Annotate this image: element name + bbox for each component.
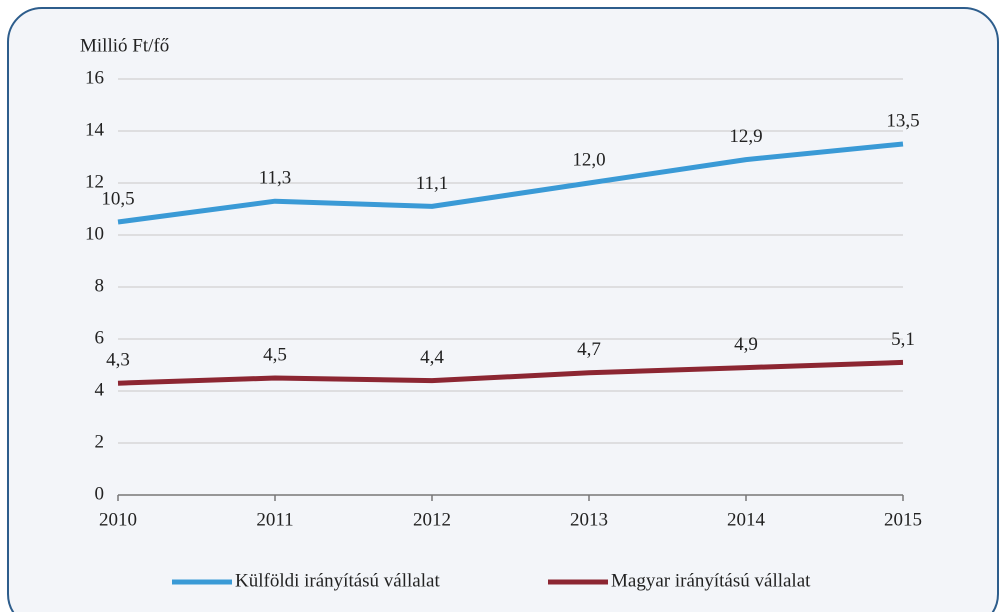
y-axis-label: Millió Ft/fő: [80, 35, 169, 56]
data-label: 4,4: [420, 347, 444, 368]
x-tick-label: 2014: [727, 509, 766, 530]
legend-label: Külföldi irányítású vállalat: [235, 570, 440, 591]
data-label: 10,5: [101, 188, 134, 209]
y-tick-label: 0: [95, 483, 105, 504]
data-label: 12,9: [729, 126, 762, 147]
data-label: 5,1: [891, 329, 915, 350]
y-tick-label: 12: [85, 171, 104, 192]
y-tick-label: 4: [95, 379, 105, 400]
y-tick-label: 6: [95, 327, 105, 348]
legend-label: Magyar irányítású vállalat: [611, 570, 811, 591]
y-tick-label: 8: [95, 275, 105, 296]
data-label: 12,0: [572, 149, 605, 170]
data-label: 4,9: [734, 334, 758, 355]
x-tick-label: 2011: [256, 509, 293, 530]
x-tick-label: 2015: [884, 509, 922, 530]
data-label: 4,3: [106, 350, 130, 371]
y-tick-label: 10: [85, 223, 104, 244]
series-line: [117, 359, 904, 386]
x-tick-label: 2010: [99, 509, 137, 530]
series-line: [117, 141, 904, 225]
data-label: 11,1: [416, 173, 449, 194]
data-label: 13,5: [886, 110, 919, 131]
y-tick-label: 14: [85, 119, 105, 140]
data-label: 4,7: [577, 339, 601, 360]
y-tick-label: 16: [85, 67, 104, 88]
x-tick-label: 2013: [570, 509, 608, 530]
y-tick-label: 2: [95, 431, 105, 452]
x-tick-label: 2012: [413, 509, 451, 530]
data-label: 11,3: [259, 168, 292, 189]
data-label: 4,5: [263, 344, 287, 365]
frame: [7, 7, 999, 612]
